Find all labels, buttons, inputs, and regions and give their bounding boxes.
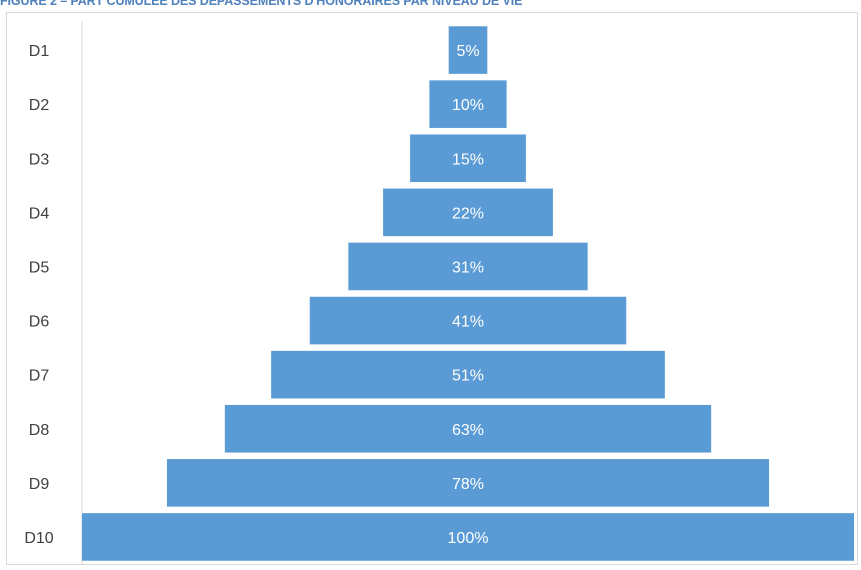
data-label-d6: 41% (452, 314, 484, 331)
figure-title: FIGURE 2 – PART CUMULÉE DES DÉPASSEMENTS… (0, 0, 523, 8)
chart-area: 5% D1 10% D2 15% D3 22% D4 31% D5 41% D6 51% D7 63% D8 7… (6, 12, 858, 565)
category-label-d7: D7 (29, 368, 50, 385)
bar-d8 (224, 404, 712, 453)
category-label-d3: D3 (29, 151, 50, 168)
category-label-d1: D1 (29, 43, 50, 60)
data-label-d4: 22% (452, 205, 484, 222)
data-label-d5: 31% (452, 259, 484, 276)
data-label-d7: 51% (452, 368, 484, 385)
category-label-d2: D2 (29, 97, 50, 114)
bar-d3 (410, 134, 526, 183)
bar-d4 (383, 188, 553, 237)
bar-d2 (429, 80, 507, 128)
data-label-d2: 10% (452, 97, 484, 114)
data-label-d10: 100% (448, 530, 489, 547)
category-label-d5: D5 (29, 259, 50, 276)
category-label-d8: D8 (29, 422, 50, 439)
data-label-d3: 15% (452, 151, 484, 168)
bar-d6 (309, 296, 627, 345)
bar-d5 (348, 242, 588, 291)
data-label-d9: 78% (452, 476, 484, 493)
bar-d9 (166, 459, 770, 507)
funnel-chart: 5% D1 10% D2 15% D3 22% D4 31% D5 41% D6 51% D7 63% D8 7… (24, 21, 854, 564)
data-label-d8: 63% (452, 422, 484, 439)
bar-d10 (82, 513, 854, 561)
bar-d1 (448, 26, 488, 74)
bar-d7 (271, 350, 665, 399)
category-label-d9: D9 (29, 476, 50, 493)
category-label-d10: D10 (24, 530, 53, 547)
category-label-d4: D4 (29, 205, 50, 222)
category-label-d6: D6 (29, 314, 50, 331)
data-label-d1: 5% (456, 43, 479, 60)
